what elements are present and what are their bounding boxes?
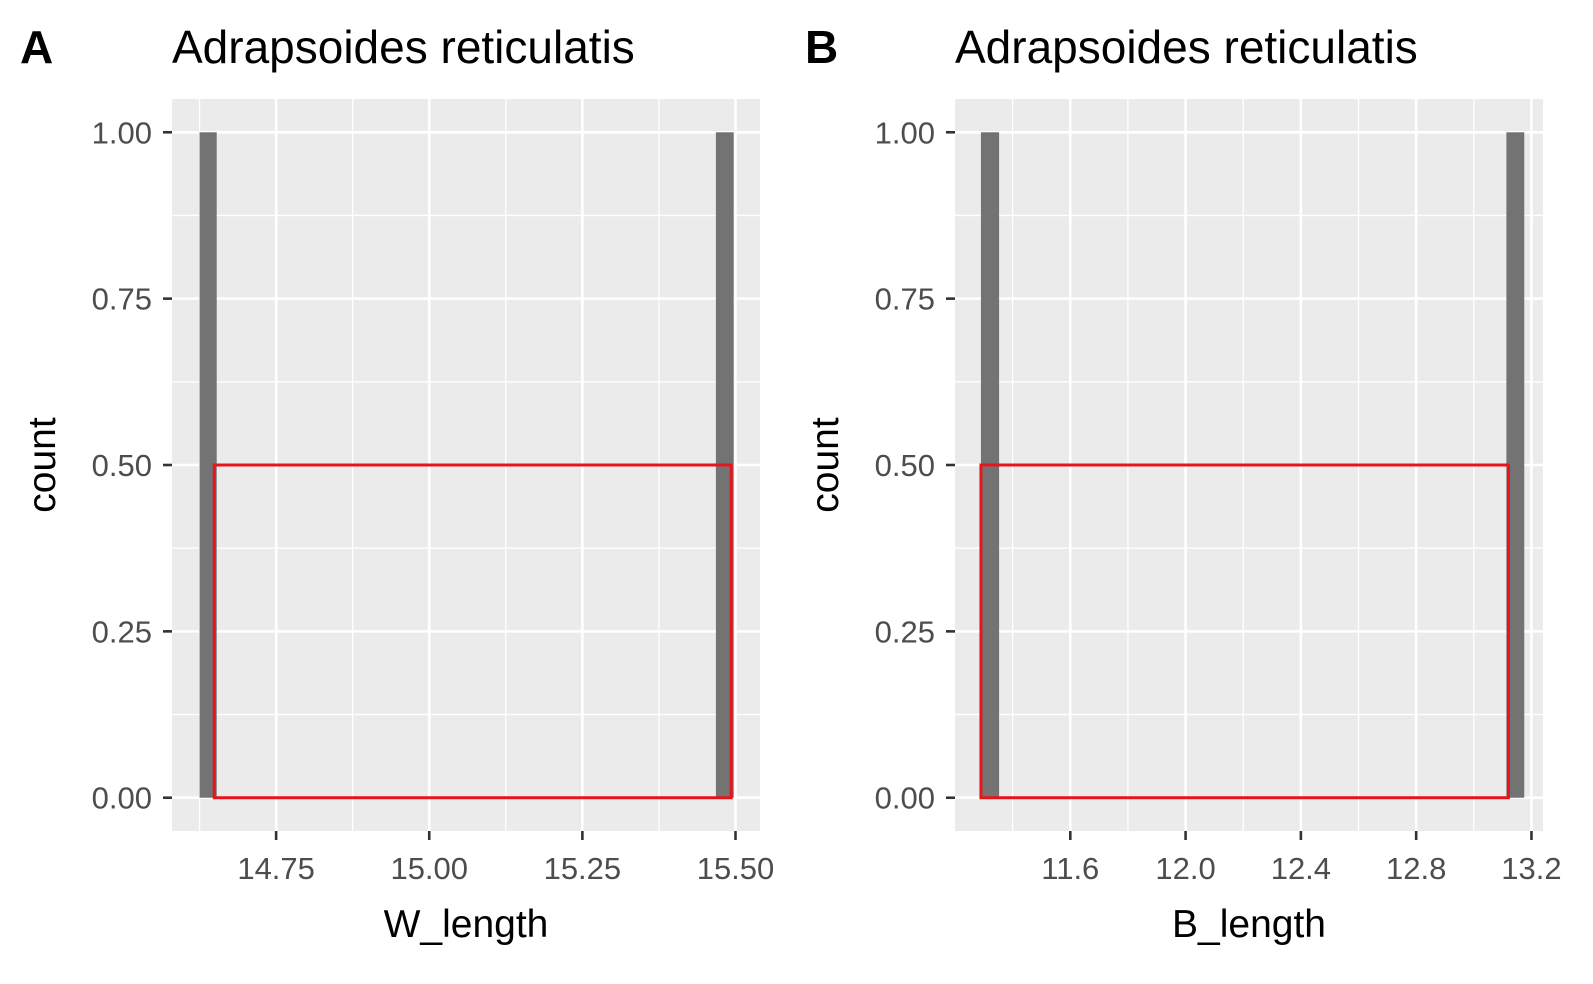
panel-letter: B (805, 21, 838, 73)
x-tick-label: 14.75 (237, 851, 315, 886)
y-axis-title: count (804, 417, 847, 513)
panel-b: B Adrapsoides reticulatis 0.00 0.25 0.50 0.75… (804, 21, 1562, 946)
histogram-bar (199, 132, 217, 798)
y-tick-label: 0.25 (875, 614, 935, 649)
x-tick-label: 13.2 (1501, 851, 1561, 886)
highlight-box (979, 463, 1510, 800)
y-tick-label: 0.25 (92, 614, 152, 649)
y-tick-label: 1.00 (875, 115, 935, 150)
x-tick-label: 15.00 (390, 851, 468, 886)
x-tick-label: 12.8 (1386, 851, 1446, 886)
chart-title: Adrapsoides reticulatis (955, 21, 1418, 73)
chart-title: Adrapsoides reticulatis (172, 21, 635, 73)
panel-letter: A (20, 21, 53, 73)
histogram-bar (1506, 132, 1525, 798)
panel-a: A Adrapsoides reticulatis 0.00 0.25 0.50 0.75… (20, 21, 774, 946)
y-tick-label: 0.75 (92, 282, 152, 317)
x-tick-label: 12.0 (1155, 851, 1215, 886)
highlight-box (212, 463, 733, 800)
y-tick-label: 0.50 (875, 448, 935, 483)
x-tick-label: 15.25 (544, 851, 622, 886)
y-tick-label: 1.00 (92, 115, 152, 150)
y-tick-label: 0.75 (875, 282, 935, 317)
y-tick-label: 0.50 (92, 448, 152, 483)
x-tick-label: 15.50 (697, 851, 775, 886)
y-axis-title: count (21, 417, 64, 513)
y-tick-label: 0.00 (875, 781, 935, 816)
x-axis-title: B_length (1172, 903, 1326, 946)
x-axis-title: W_length (384, 903, 549, 946)
x-tick-label: 11.6 (1041, 851, 1099, 886)
y-tick-label: 0.00 (92, 781, 152, 816)
x-tick-label: 12.4 (1271, 851, 1331, 886)
